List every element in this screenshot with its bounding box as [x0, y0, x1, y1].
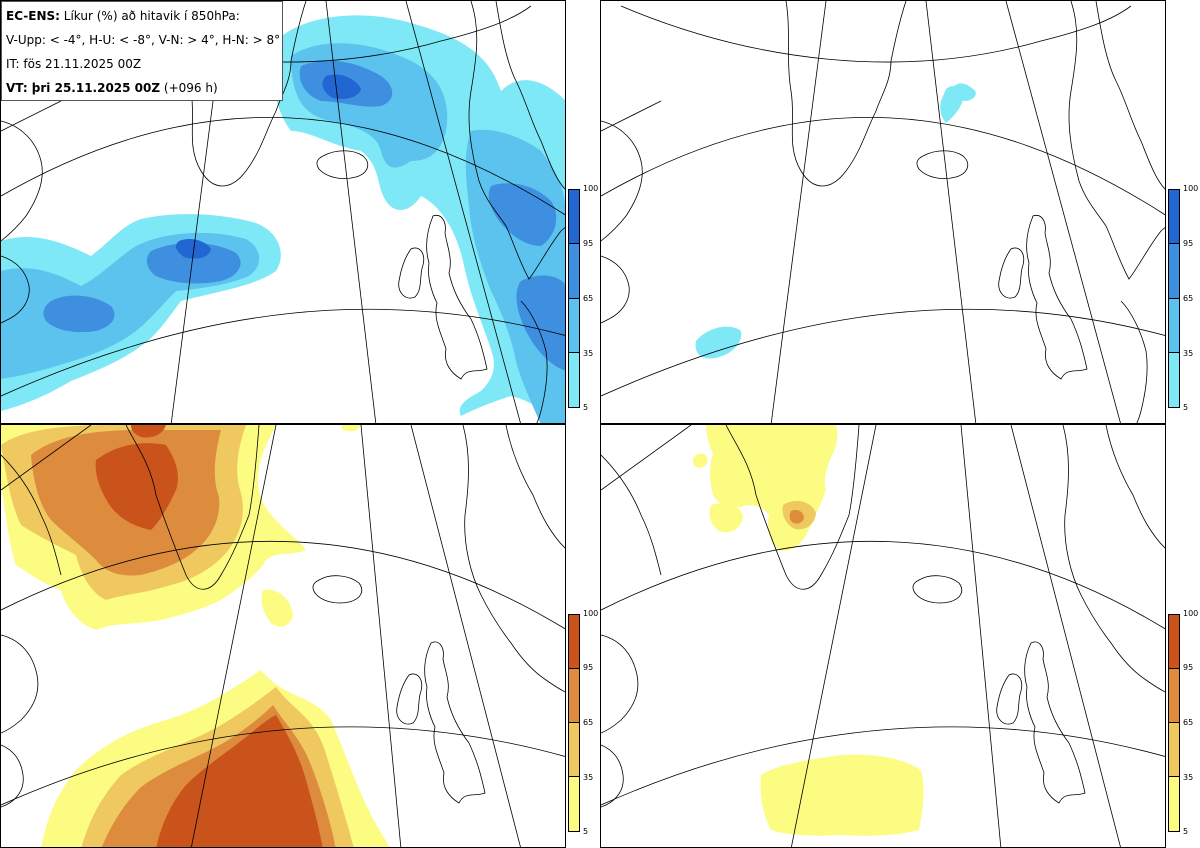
panel-cold-minus4: EC-ENS: Líkur (%) að hitavik í 850hPa: V… — [0, 0, 600, 424]
colorbar-seg — [1169, 190, 1179, 245]
probability-fill — [1, 425, 390, 847]
graticule — [601, 1, 1165, 423]
colorbar-tick: 65 — [1183, 294, 1194, 303]
colorbar-tick: 35 — [583, 773, 594, 782]
lead-time-label: (+096 h) — [163, 81, 218, 95]
colorbar-seg — [1169, 352, 1179, 407]
colorbar-warm — [568, 614, 580, 832]
colorbar-cold — [1168, 189, 1180, 408]
colorbar-tick: 100 — [1183, 609, 1199, 618]
colorbar-tick: 100 — [1183, 184, 1199, 193]
colorbar-tick: 65 — [583, 718, 594, 727]
coastlines — [601, 1, 1165, 423]
colorbar-tick: 100 — [583, 609, 599, 618]
colorbar-tick: 35 — [1183, 773, 1194, 782]
panel-warm-plus4: 100 95 65 35 5 — [0, 424, 600, 848]
colorbar-seg — [1169, 298, 1179, 353]
map-svg — [601, 1, 1165, 423]
colorbar-seg — [569, 615, 579, 669]
colorbar-tick: 65 — [1183, 718, 1194, 727]
colorbar-seg — [569, 190, 579, 245]
colorbar-tick: 95 — [583, 663, 594, 672]
colorbar-seg — [1169, 669, 1179, 723]
map-area: EC-ENS: Líkur (%) að hitavik í 850hPa: V… — [0, 0, 566, 424]
colorbar-tick: 95 — [1183, 663, 1194, 672]
colorbar-cold — [568, 189, 580, 408]
panel-cold-minus8: 100 95 65 35 5 — [600, 0, 1200, 424]
probability-fill — [692, 425, 924, 836]
graticule — [1, 1, 565, 423]
colorbar-seg — [569, 723, 579, 777]
probability-fill — [1, 15, 565, 423]
colorbar-seg — [1169, 723, 1179, 777]
colorbar-tick: 5 — [1183, 403, 1189, 412]
colorbar-seg — [1169, 244, 1179, 299]
thresholds-line: V-Upp: < -4°, H-U: < -8°, V-N: > 4°, H-N… — [6, 33, 281, 47]
map-svg — [1, 425, 565, 847]
colorbar-tick: 35 — [583, 349, 594, 358]
colorbar-seg — [1169, 777, 1179, 831]
colorbar-seg — [569, 298, 579, 353]
colorbar-tick: 35 — [1183, 349, 1194, 358]
map-svg — [1, 1, 565, 423]
product-label: EC-ENS: — [6, 9, 60, 23]
valid-time-label: VT: þri 25.11.2025 00Z — [6, 81, 161, 95]
colorbar-tick: 5 — [1183, 827, 1189, 836]
colorbar-tick: 65 — [583, 294, 594, 303]
colorbar-tick: 95 — [583, 239, 594, 248]
title-line: EC-ENS: Líkur (%) að hitavik í 850hPa: — [6, 6, 282, 30]
colorbar-seg — [569, 777, 579, 831]
colorbar-tick: 5 — [583, 827, 589, 836]
map-svg — [601, 425, 1165, 847]
title-text: Líkur (%) að hitavik í 850hPa: — [63, 9, 240, 23]
colorbar-warm — [1168, 614, 1180, 832]
map-area — [600, 424, 1166, 848]
coastlines — [1, 425, 565, 808]
map-area — [0, 424, 566, 848]
valid-time-line: VT: þri 25.11.2025 00Z (+096 h) — [6, 78, 282, 102]
colorbar-seg — [569, 352, 579, 407]
colorbar-seg — [569, 669, 579, 723]
colorbar-tick: 100 — [583, 184, 599, 193]
init-time-line: IT: fös 21.11.2025 00Z — [6, 57, 142, 71]
graticule — [601, 425, 1165, 847]
colorbar-tick: 5 — [583, 403, 589, 412]
graticule — [1, 425, 565, 847]
legend-info-box: EC-ENS: Líkur (%) að hitavik í 850hPa: V… — [1, 1, 283, 101]
colorbar-seg — [569, 244, 579, 299]
coastlines — [601, 425, 1165, 808]
map-area — [600, 0, 1166, 424]
probability-fill — [695, 83, 976, 359]
panel-warm-plus8: 100 95 65 35 5 — [600, 424, 1200, 848]
coastlines — [1, 1, 565, 423]
colorbar-tick: 95 — [1183, 239, 1194, 248]
colorbar-seg — [1169, 615, 1179, 669]
